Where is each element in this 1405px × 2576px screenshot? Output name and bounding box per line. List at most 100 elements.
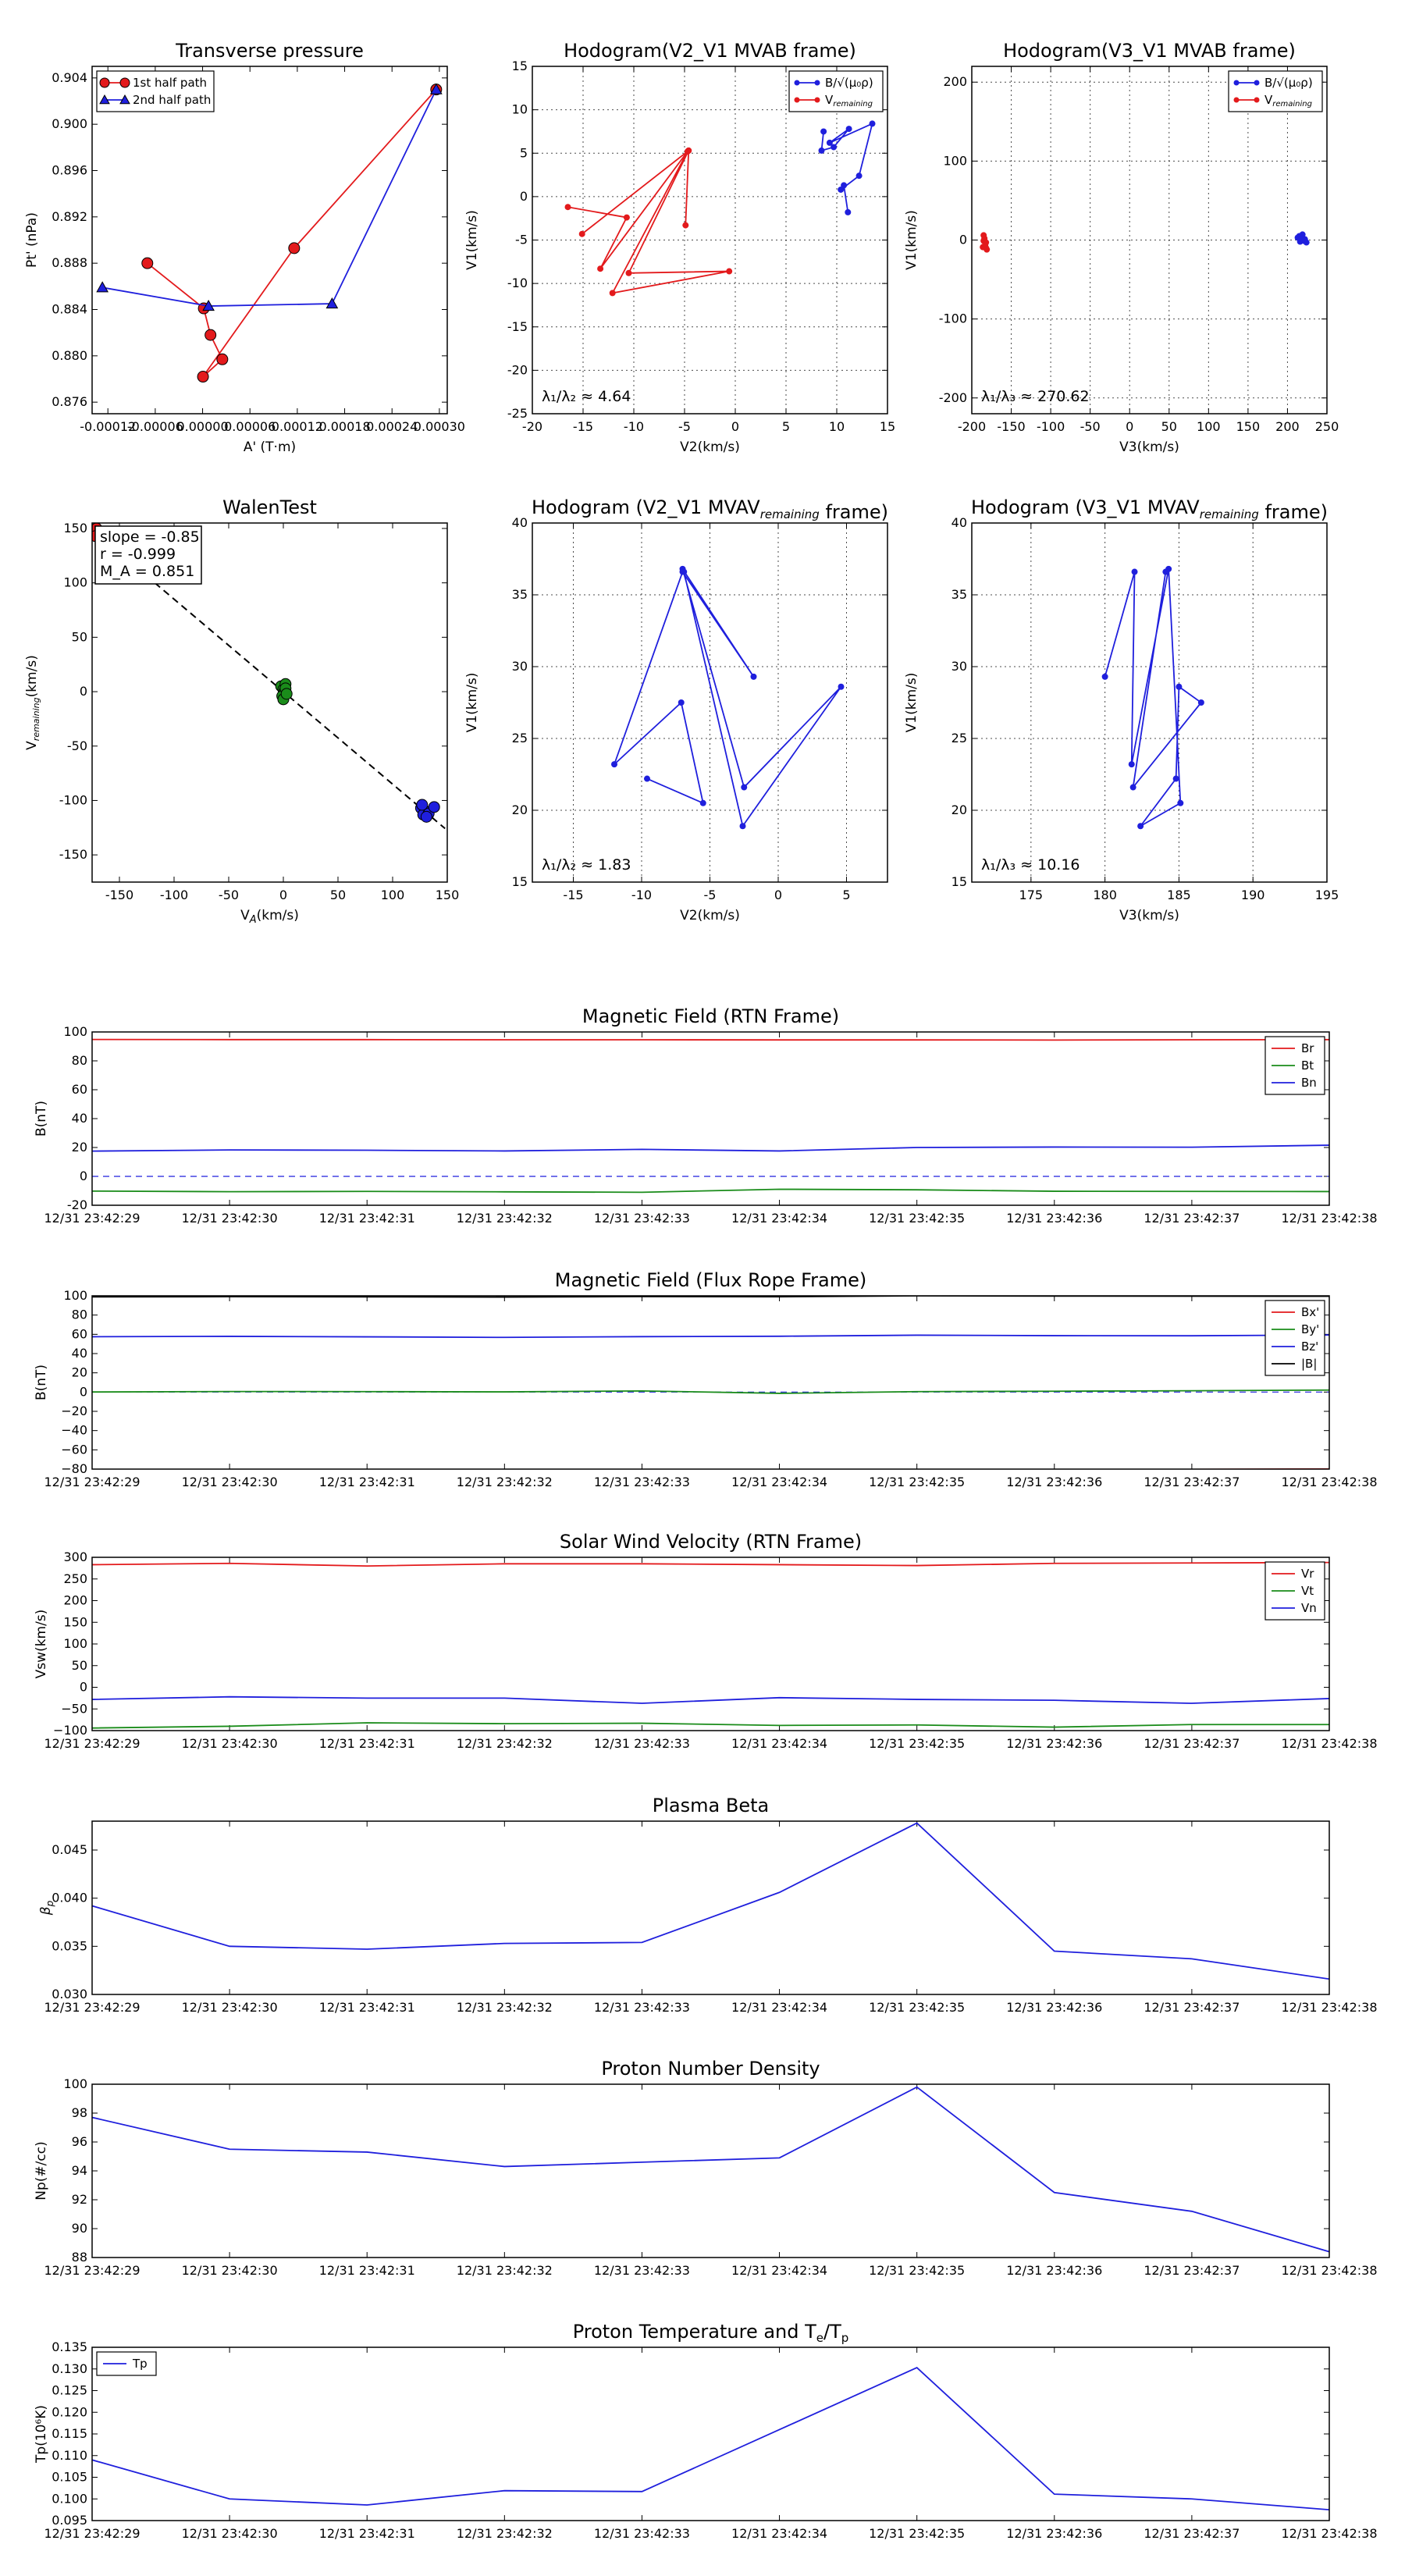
data-point: [681, 568, 688, 575]
series-line-vremaining: [567, 149, 730, 294]
y-tick-label: 0.105: [52, 2470, 87, 2485]
data-point: [845, 126, 852, 133]
x-tick-label: -15: [573, 419, 593, 434]
data-point: [1172, 775, 1179, 782]
series-line-br: [92, 1038, 1329, 1041]
y-tick-label: 0.888: [52, 255, 87, 270]
legend-marker: [1233, 80, 1240, 86]
y-tick-label: 0.135: [52, 2339, 87, 2354]
x-tick-label: 15: [880, 419, 895, 434]
chart-h21: Hodogram(V2_V1 MVAB frame)-25-20-15-10-5…: [464, 40, 895, 455]
legend: 1st half path 2nd half path: [96, 70, 215, 112]
y-tick-label: 50: [72, 1658, 87, 1673]
x-tick-label: 10: [829, 419, 845, 434]
x-tick-label: 185: [1167, 888, 1191, 902]
y-tick-label: −50: [61, 1701, 87, 1716]
eigen-ratio-label: λ₁/λ₂ ≈ 4.64: [542, 388, 631, 405]
x-tick-label: 12/31 23:42:38: [1281, 1736, 1377, 1751]
y-tick-label: 30: [512, 659, 528, 674]
y-axis-label: B(nT): [34, 1364, 49, 1400]
legend-label: Bt: [1301, 1059, 1314, 1073]
x-tick-label: 12/31 23:42:38: [1281, 2263, 1377, 2278]
plot-area: [564, 120, 876, 297]
x-tick-label: 12/31 23:42:33: [594, 1211, 690, 1226]
chart-bfr: Magnetic Field (Flux Rope Frame) −80 −60 −4…: [34, 1269, 1378, 1489]
y-tick-label: 0.880: [52, 348, 87, 363]
data-point: [564, 204, 571, 211]
y-tick-label: 0.130: [52, 2361, 87, 2376]
plot-area: [92, 1296, 1329, 1469]
chart-h31: Hodogram(V3_V1 MVAB frame) -200 -100 0 100 20…: [904, 40, 1339, 455]
x-tick-label: 12/31 23:42:33: [594, 1475, 690, 1489]
x-tick-label: 12/31 23:42:36: [1006, 2526, 1102, 2541]
y-tick-label: 25: [512, 731, 528, 745]
data-point: [611, 761, 617, 768]
data-point: [141, 257, 154, 269]
data-point: [841, 182, 848, 189]
y-tick-label: 0.896: [52, 163, 87, 178]
y-tick-label: 94: [72, 2163, 87, 2178]
x-tick-label: 0: [774, 888, 782, 902]
x-tick-label: 0.00018: [318, 419, 370, 434]
y-tick-label: 0: [80, 1680, 87, 1695]
chart-h21r: Hodogram (V2_V1 MVAVremaining frame) 15 20…: [464, 496, 888, 923]
x-tick-label: 12/31 23:42:32: [457, 2000, 553, 2015]
axes-frame: [91, 1295, 1330, 1470]
y-axis-label: V1(km/s): [904, 673, 919, 733]
x-tick-label: 12/31 23:42:32: [457, 1475, 553, 1489]
y-tick-label: 0: [80, 1169, 87, 1183]
plot-area: [980, 231, 1310, 253]
y-tick-label: 15: [512, 59, 528, 73]
y-tick-label: -200: [939, 390, 967, 405]
data-point: [205, 329, 217, 341]
x-tick-label: 150: [436, 888, 460, 902]
data-point: [855, 173, 863, 180]
plot-area: [92, 2367, 1329, 2511]
x-tick-label: 50: [1161, 419, 1177, 434]
data-point: [623, 214, 630, 221]
y-tick-label: 0.095: [52, 2513, 87, 2528]
legend-label: Vremaining: [825, 93, 873, 109]
x-axis-label: V3(km/s): [1119, 439, 1179, 455]
x-tick-label: 12/31 23:42:38: [1281, 1475, 1377, 1489]
y-tick-label: 40: [512, 515, 528, 530]
legend-label: Vn: [1301, 1601, 1317, 1615]
y-tick-label: 25: [951, 731, 967, 745]
data-point: [280, 688, 293, 700]
data-point: [838, 186, 845, 193]
y-tick-label: 40: [72, 1346, 87, 1361]
legend-marker: [794, 80, 800, 86]
x-tick-label: 12/31 23:42:37: [1144, 2000, 1240, 2015]
axes-frame: [91, 1820, 1330, 1995]
chart-vsw: Solar Wind Velocity (RTN Frame) −100 −50 0 5…: [34, 1531, 1378, 1751]
y-axis-label: V1(km/s): [464, 673, 480, 733]
y-tick-label: 20: [72, 1140, 87, 1155]
x-tick-label: 12/31 23:42:38: [1281, 2526, 1377, 2541]
y-tick-label: 0.904: [52, 70, 87, 85]
data-point: [682, 222, 689, 229]
x-axis-label: A' (T·m): [244, 439, 296, 455]
y-tick-label: 80: [72, 1308, 87, 1322]
y-axis-label: B(nT): [34, 1101, 49, 1137]
chart-title: Hodogram (V3_V1 MVAVremaining frame): [971, 496, 1328, 523]
x-tick-label: 12/31 23:42:37: [1144, 2263, 1240, 2278]
series-line-vr: [92, 1561, 1329, 1567]
axes-frame: [971, 66, 1328, 415]
chart-title: Hodogram(V3_V1 MVAB frame): [1003, 40, 1296, 62]
data-point: [429, 83, 443, 94]
x-tick-label: 12/31 23:42:38: [1281, 2000, 1377, 2015]
x-tick-label: 190: [1241, 888, 1265, 902]
chart-title: Hodogram(V2_V1 MVAB frame): [564, 40, 856, 62]
data-point: [416, 799, 429, 811]
data-point: [726, 268, 733, 275]
legend-label: By': [1301, 1322, 1319, 1336]
x-tick-label: 0.00000: [176, 419, 228, 434]
y-tick-label: 0.900: [52, 116, 87, 131]
x-tick-label: 12/31 23:42:30: [182, 2526, 278, 2541]
x-tick-label: -150: [105, 888, 133, 902]
y-tick-label: 30: [951, 659, 967, 674]
data-point: [1162, 568, 1169, 575]
axes-frame: [91, 522, 448, 883]
series-line-bz: [92, 1334, 1329, 1339]
